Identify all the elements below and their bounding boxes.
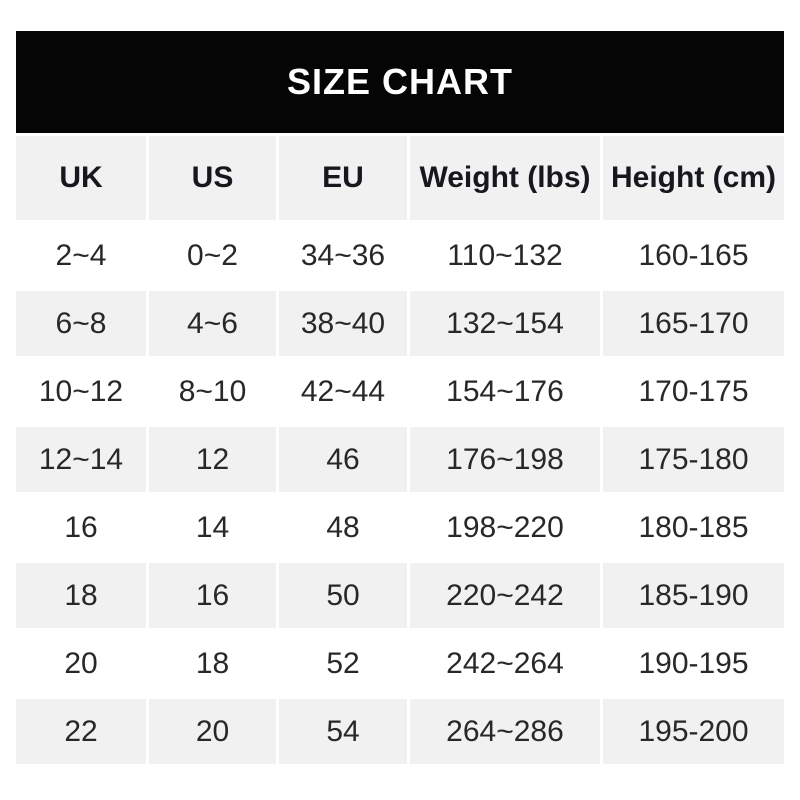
- column-header-weight: Weight (lbs): [410, 136, 600, 220]
- cell-weight: 242~264: [410, 631, 600, 696]
- cell-eu: 38~40: [279, 291, 407, 356]
- table-row: 12~14 12 46 176~198 175-180: [16, 427, 785, 492]
- cell-uk: 22: [16, 699, 146, 764]
- table-row: 2~4 0~2 34~36 110~132 160-165: [16, 223, 785, 288]
- cell-weight: 132~154: [410, 291, 600, 356]
- cell-uk: 18: [16, 563, 146, 628]
- cell-weight: 110~132: [410, 223, 600, 288]
- cell-height: 160-165: [603, 223, 785, 288]
- cell-weight: 176~198: [410, 427, 600, 492]
- cell-uk: 10~12: [16, 359, 146, 424]
- table-row: 18 16 50 220~242 185-190: [16, 563, 785, 628]
- cell-eu: 42~44: [279, 359, 407, 424]
- cell-uk: 6~8: [16, 291, 146, 356]
- banner-row: SIZE CHART: [16, 31, 785, 133]
- cell-eu: 52: [279, 631, 407, 696]
- cell-uk: 20: [16, 631, 146, 696]
- cell-weight: 154~176: [410, 359, 600, 424]
- cell-eu: 46: [279, 427, 407, 492]
- cell-us: 18: [149, 631, 276, 696]
- cell-eu: 48: [279, 495, 407, 560]
- size-chart-title: SIZE CHART: [16, 31, 785, 133]
- table-row: 20 18 52 242~264 190-195: [16, 631, 785, 696]
- table-row: 22 20 54 264~286 195-200: [16, 699, 785, 764]
- column-header-uk: UK: [16, 136, 146, 220]
- column-header-us: US: [149, 136, 276, 220]
- column-header-height: Height (cm): [603, 136, 785, 220]
- cell-uk: 16: [16, 495, 146, 560]
- cell-us: 14: [149, 495, 276, 560]
- cell-us: 16: [149, 563, 276, 628]
- size-chart-panel: SIZE CHART UK US EU Weight (lbs) Height …: [13, 28, 787, 767]
- table-row: 10~12 8~10 42~44 154~176 170-175: [16, 359, 785, 424]
- table-row: 16 14 48 198~220 180-185: [16, 495, 785, 560]
- cell-weight: 220~242: [410, 563, 600, 628]
- cell-weight: 198~220: [410, 495, 600, 560]
- cell-weight: 264~286: [410, 699, 600, 764]
- cell-us: 8~10: [149, 359, 276, 424]
- cell-eu: 50: [279, 563, 407, 628]
- cell-uk: 2~4: [16, 223, 146, 288]
- cell-us: 4~6: [149, 291, 276, 356]
- cell-height: 185-190: [603, 563, 785, 628]
- column-header-row: UK US EU Weight (lbs) Height (cm): [16, 136, 785, 220]
- cell-us: 0~2: [149, 223, 276, 288]
- cell-eu: 54: [279, 699, 407, 764]
- cell-eu: 34~36: [279, 223, 407, 288]
- cell-height: 195-200: [603, 699, 785, 764]
- cell-height: 165-170: [603, 291, 785, 356]
- cell-height: 180-185: [603, 495, 785, 560]
- column-header-eu: EU: [279, 136, 407, 220]
- size-chart-table: SIZE CHART UK US EU Weight (lbs) Height …: [13, 28, 787, 767]
- cell-height: 190-195: [603, 631, 785, 696]
- cell-uk: 12~14: [16, 427, 146, 492]
- cell-us: 20: [149, 699, 276, 764]
- cell-height: 175-180: [603, 427, 785, 492]
- cell-us: 12: [149, 427, 276, 492]
- table-row: 6~8 4~6 38~40 132~154 165-170: [16, 291, 785, 356]
- cell-height: 170-175: [603, 359, 785, 424]
